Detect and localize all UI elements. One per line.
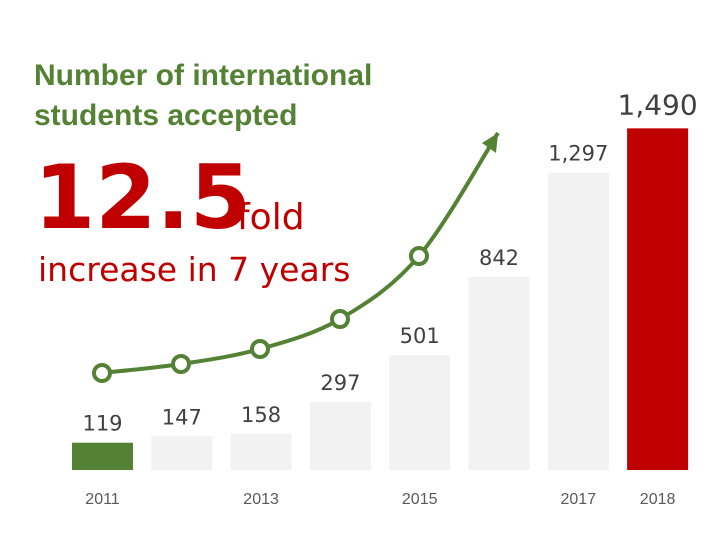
trend-layer (92, 131, 500, 383)
value-label-2014: 297 (320, 371, 360, 395)
trend-marker-2012 (171, 354, 191, 374)
trend-marker-2015 (409, 246, 429, 266)
bar-2018 (627, 128, 689, 470)
bar-2011 (72, 442, 133, 470)
growth-subtitle: increase in 7 years (38, 250, 351, 289)
bar-2014 (309, 401, 371, 470)
tick-label-2011: 2011 (85, 491, 120, 508)
tick-label-2017: 2017 (561, 491, 597, 508)
bar-2016 (468, 276, 530, 470)
value-label-2012: 147 (162, 405, 202, 429)
bar-2012 (151, 436, 213, 470)
value-label-2018: 1,490 (618, 88, 698, 121)
value-label-2011: 119 (82, 412, 122, 436)
value-label-2015: 501 (400, 324, 440, 348)
trend-marker-2014 (330, 309, 350, 329)
bar-2015 (389, 355, 451, 470)
trend-arrow-head (482, 133, 498, 153)
value-label-2016: 842 (479, 246, 519, 270)
labels-layer: 119 2011 147 158 2013 297 501 2015 842 1,297 2017 1… (82, 88, 697, 508)
tick-label-2018: 2018 (640, 491, 676, 508)
bar-2013 (230, 433, 292, 470)
trend-marker-2013 (250, 339, 270, 359)
tick-label-2013: 2013 (243, 491, 279, 508)
tick-label-2015: 2015 (402, 491, 438, 508)
growth-multiplier-suffix: -fold (224, 197, 305, 238)
chart-title: Number of international students accepte… (34, 59, 373, 132)
value-label-2013: 158 (241, 403, 281, 427)
bar-2017 (547, 172, 609, 470)
bars-layer (72, 128, 689, 470)
value-label-2017: 1,297 (548, 142, 608, 166)
growth-multiplier: 12.5 (34, 146, 252, 249)
trend-marker-2011 (92, 363, 112, 383)
